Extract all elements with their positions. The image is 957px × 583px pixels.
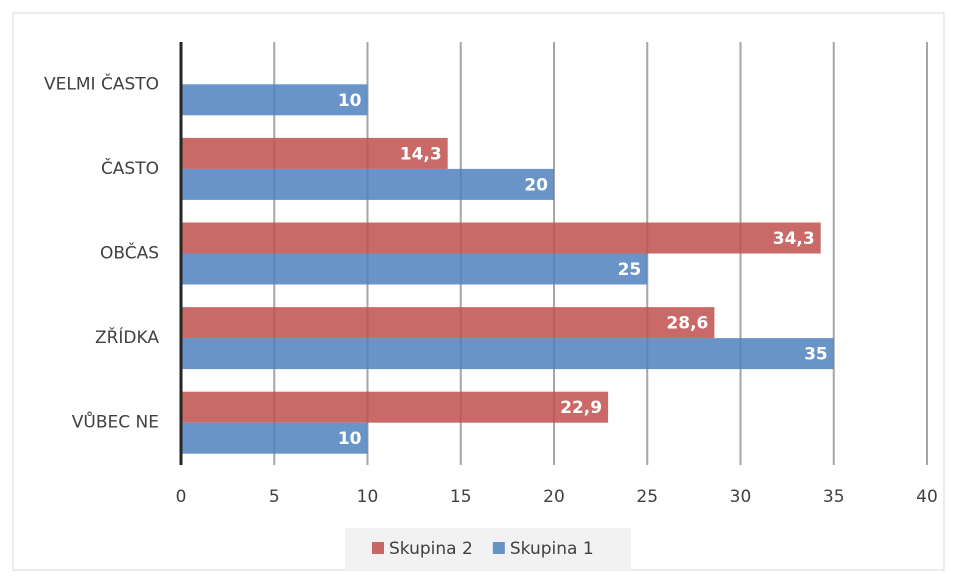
- x-tick-label: 30: [730, 487, 752, 507]
- bar: [181, 391, 609, 423]
- x-tick-label: 35: [823, 487, 845, 507]
- value-label: 0: [195, 60, 207, 80]
- value-label: 25: [618, 260, 642, 280]
- y-tick-label: VELMI ČASTO: [44, 72, 159, 94]
- bar: [181, 307, 715, 339]
- bar: [181, 137, 448, 169]
- y-tick-label: OBČAS: [100, 242, 159, 264]
- legend-box: [345, 528, 631, 570]
- y-tick-label: ZŘÍDKA: [95, 326, 159, 348]
- bar: [181, 338, 834, 370]
- value-label: 20: [524, 175, 548, 195]
- value-label: 22,9: [560, 398, 602, 418]
- value-label: 10: [338, 429, 362, 449]
- value-label: 28,6: [666, 314, 708, 334]
- bar: [181, 222, 821, 254]
- legend-swatch: [492, 542, 505, 554]
- x-tick-label: 15: [450, 487, 472, 507]
- bar: [181, 422, 368, 454]
- value-label: 35: [804, 345, 828, 365]
- legend-swatch: [372, 542, 384, 554]
- legend-label: Skupina 1: [510, 539, 594, 559]
- y-tick-label: ČASTO: [101, 157, 159, 179]
- value-label: 14,3: [400, 144, 442, 164]
- x-tick-label: 0: [176, 487, 187, 507]
- x-tick-label: 20: [543, 487, 565, 507]
- bar: [181, 84, 368, 116]
- legend-label: Skupina 2: [389, 539, 473, 559]
- x-tick-label: 10: [357, 487, 379, 507]
- x-tick-label: 40: [916, 487, 938, 507]
- value-label: 10: [338, 91, 362, 111]
- chart-frame: [12, 12, 945, 571]
- x-tick-label: 5: [269, 487, 280, 507]
- y-tick-label: VŮBEC NE: [72, 411, 159, 433]
- value-label: 34,3: [773, 229, 815, 249]
- bar: [181, 168, 554, 200]
- bar: [181, 253, 648, 285]
- x-tick-label: 25: [636, 487, 658, 507]
